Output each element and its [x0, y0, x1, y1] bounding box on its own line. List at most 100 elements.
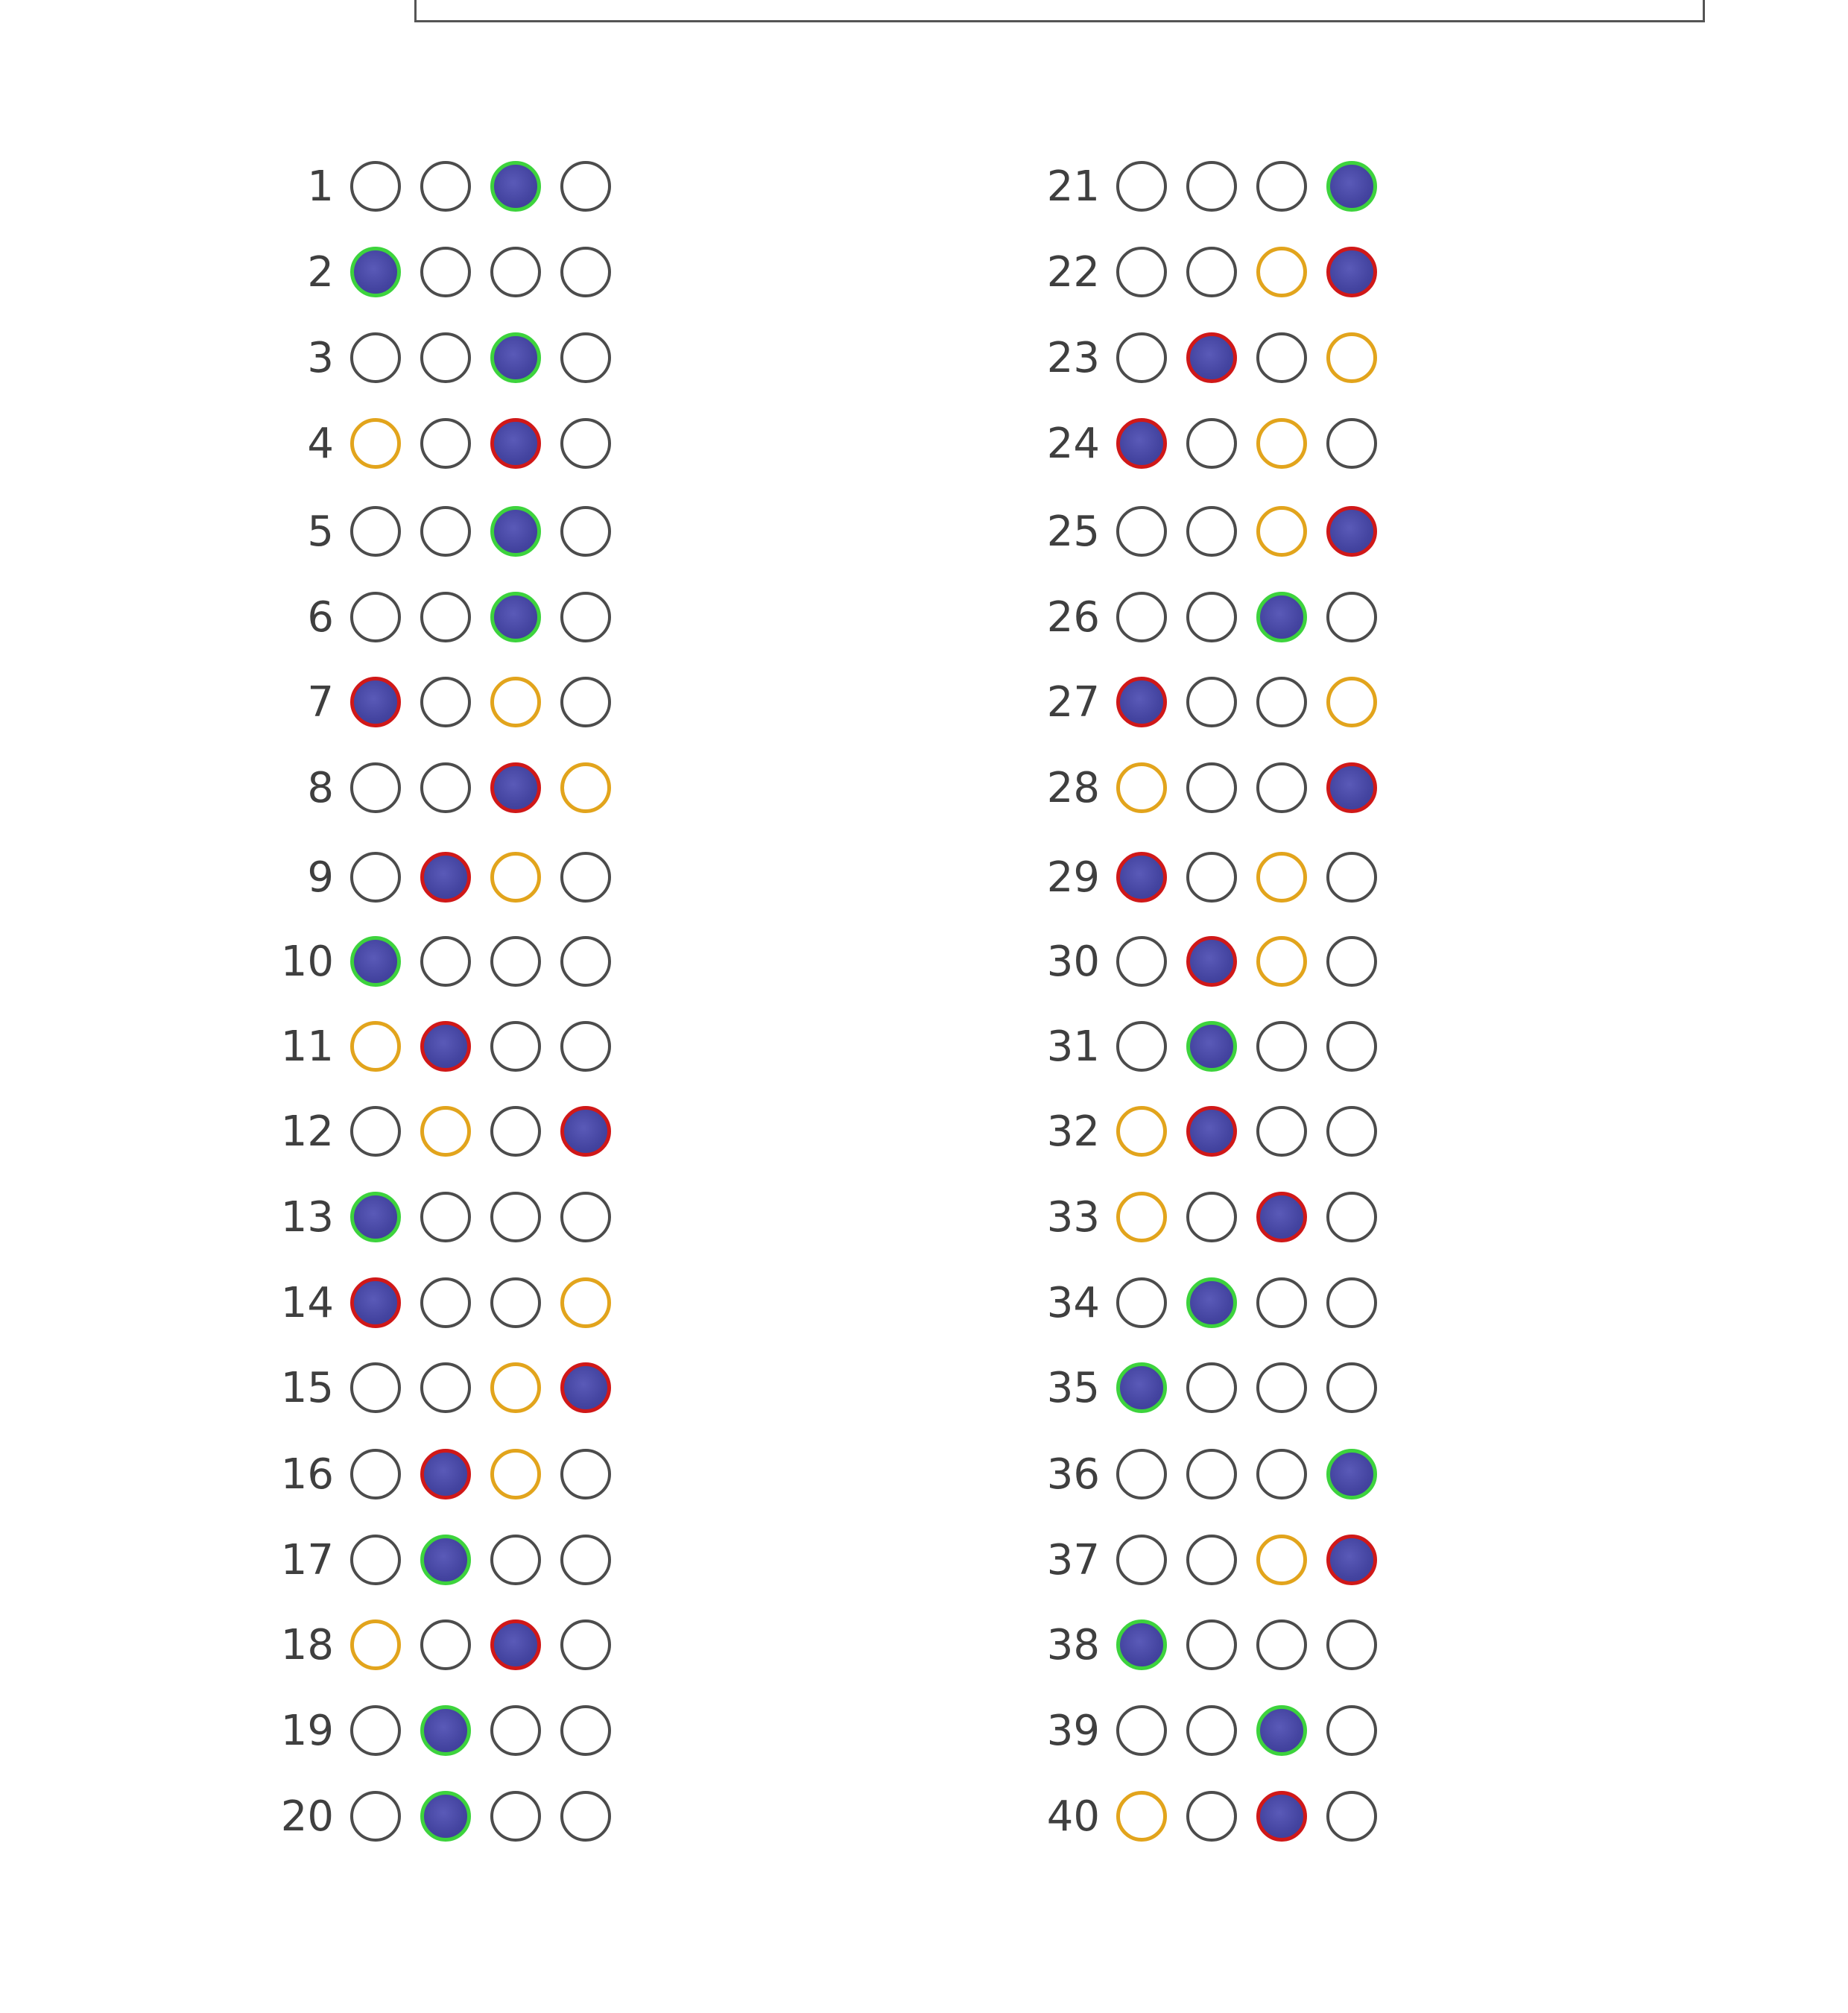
answer-bubble-empty[interactable]	[420, 1362, 471, 1413]
answer-bubble-empty[interactable]	[490, 1791, 541, 1842]
answer-bubble-answer[interactable]	[1256, 852, 1307, 903]
answer-bubble-empty[interactable]	[420, 247, 471, 297]
answer-bubble-empty[interactable]	[560, 852, 611, 903]
answer-bubble-empty[interactable]	[1116, 1705, 1167, 1756]
answer-bubble-empty[interactable]	[1256, 677, 1307, 727]
answer-bubble-correct[interactable]	[490, 161, 541, 212]
answer-bubble-correct[interactable]	[1186, 1277, 1237, 1328]
answer-bubble-empty[interactable]	[350, 1106, 401, 1157]
answer-bubble-correct[interactable]	[490, 506, 541, 557]
answer-bubble-empty[interactable]	[560, 332, 611, 383]
answer-bubble-empty[interactable]	[560, 1021, 611, 1072]
answer-bubble-answer[interactable]	[1116, 1791, 1167, 1842]
answer-bubble-empty[interactable]	[1256, 1277, 1307, 1328]
answer-bubble-empty[interactable]	[1256, 161, 1307, 212]
answer-bubble-correct[interactable]	[420, 1791, 471, 1842]
answer-bubble-empty[interactable]	[560, 1619, 611, 1670]
answer-bubble-empty[interactable]	[1116, 332, 1167, 383]
answer-bubble-wrong[interactable]	[1326, 247, 1377, 297]
answer-bubble-empty[interactable]	[1326, 1021, 1377, 1072]
answer-bubble-empty[interactable]	[420, 418, 471, 469]
answer-bubble-empty[interactable]	[420, 592, 471, 642]
answer-bubble-empty[interactable]	[1256, 1106, 1307, 1157]
answer-bubble-empty[interactable]	[560, 1535, 611, 1585]
answer-bubble-wrong[interactable]	[420, 1449, 471, 1500]
answer-bubble-wrong[interactable]	[490, 762, 541, 813]
answer-bubble-correct[interactable]	[1326, 161, 1377, 212]
answer-bubble-empty[interactable]	[350, 161, 401, 212]
answer-bubble-empty[interactable]	[1186, 1192, 1237, 1242]
answer-bubble-answer[interactable]	[490, 852, 541, 903]
answer-bubble-empty[interactable]	[1326, 1106, 1377, 1157]
answer-bubble-empty[interactable]	[1256, 1021, 1307, 1072]
answer-bubble-empty[interactable]	[490, 936, 541, 987]
answer-bubble-answer[interactable]	[1116, 1106, 1167, 1157]
answer-bubble-empty[interactable]	[350, 1705, 401, 1756]
answer-bubble-answer[interactable]	[1256, 418, 1307, 469]
answer-bubble-empty[interactable]	[1256, 762, 1307, 813]
answer-bubble-empty[interactable]	[1326, 418, 1377, 469]
answer-bubble-empty[interactable]	[1186, 1619, 1237, 1670]
answer-bubble-empty[interactable]	[1186, 247, 1237, 297]
answer-bubble-empty[interactable]	[420, 762, 471, 813]
answer-bubble-correct[interactable]	[350, 247, 401, 297]
answer-bubble-correct[interactable]	[350, 936, 401, 987]
answer-bubble-empty[interactable]	[560, 506, 611, 557]
answer-bubble-empty[interactable]	[1326, 592, 1377, 642]
answer-bubble-empty[interactable]	[560, 592, 611, 642]
answer-bubble-wrong[interactable]	[1186, 1106, 1237, 1157]
answer-bubble-wrong[interactable]	[1116, 852, 1167, 903]
answer-bubble-empty[interactable]	[420, 161, 471, 212]
answer-bubble-empty[interactable]	[1186, 506, 1237, 557]
answer-bubble-wrong[interactable]	[560, 1362, 611, 1413]
answer-bubble-empty[interactable]	[1116, 247, 1167, 297]
answer-bubble-empty[interactable]	[420, 936, 471, 987]
answer-bubble-empty[interactable]	[1326, 1619, 1377, 1670]
answer-bubble-wrong[interactable]	[1186, 332, 1237, 383]
answer-bubble-empty[interactable]	[1186, 418, 1237, 469]
answer-bubble-empty[interactable]	[350, 592, 401, 642]
answer-bubble-empty[interactable]	[420, 1277, 471, 1328]
answer-bubble-answer[interactable]	[490, 1362, 541, 1413]
answer-bubble-wrong[interactable]	[1116, 418, 1167, 469]
answer-bubble-correct[interactable]	[1116, 1619, 1167, 1670]
answer-bubble-empty[interactable]	[1256, 1619, 1307, 1670]
answer-bubble-empty[interactable]	[350, 1791, 401, 1842]
answer-bubble-empty[interactable]	[1256, 1362, 1307, 1413]
answer-bubble-empty[interactable]	[1256, 332, 1307, 383]
answer-bubble-empty[interactable]	[1186, 161, 1237, 212]
answer-bubble-empty[interactable]	[560, 1705, 611, 1756]
answer-bubble-empty[interactable]	[420, 506, 471, 557]
answer-bubble-empty[interactable]	[1326, 1192, 1377, 1242]
answer-bubble-empty[interactable]	[560, 1791, 611, 1842]
answer-bubble-empty[interactable]	[560, 1449, 611, 1500]
answer-bubble-correct[interactable]	[1116, 1362, 1167, 1413]
answer-bubble-empty[interactable]	[490, 1106, 541, 1157]
answer-bubble-empty[interactable]	[1326, 1362, 1377, 1413]
answer-bubble-correct[interactable]	[1326, 1449, 1377, 1500]
answer-bubble-answer[interactable]	[1256, 936, 1307, 987]
answer-bubble-wrong[interactable]	[1116, 677, 1167, 727]
answer-bubble-wrong[interactable]	[420, 852, 471, 903]
answer-bubble-correct[interactable]	[420, 1705, 471, 1756]
answer-bubble-empty[interactable]	[1186, 1705, 1237, 1756]
answer-bubble-empty[interactable]	[1116, 1021, 1167, 1072]
answer-bubble-empty[interactable]	[350, 762, 401, 813]
answer-bubble-empty[interactable]	[1326, 1277, 1377, 1328]
answer-bubble-empty[interactable]	[490, 247, 541, 297]
answer-bubble-answer[interactable]	[1256, 247, 1307, 297]
answer-bubble-empty[interactable]	[560, 418, 611, 469]
answer-bubble-empty[interactable]	[1186, 1535, 1237, 1585]
answer-bubble-empty[interactable]	[1256, 1449, 1307, 1500]
answer-bubble-wrong[interactable]	[350, 677, 401, 727]
answer-bubble-empty[interactable]	[490, 1192, 541, 1242]
answer-bubble-empty[interactable]	[490, 1277, 541, 1328]
answer-bubble-empty[interactable]	[1186, 677, 1237, 727]
answer-bubble-empty[interactable]	[1116, 1449, 1167, 1500]
answer-bubble-empty[interactable]	[350, 1362, 401, 1413]
answer-bubble-correct[interactable]	[490, 592, 541, 642]
answer-bubble-empty[interactable]	[1116, 161, 1167, 212]
answer-bubble-empty[interactable]	[350, 506, 401, 557]
answer-bubble-empty[interactable]	[1186, 592, 1237, 642]
answer-bubble-correct[interactable]	[420, 1535, 471, 1585]
